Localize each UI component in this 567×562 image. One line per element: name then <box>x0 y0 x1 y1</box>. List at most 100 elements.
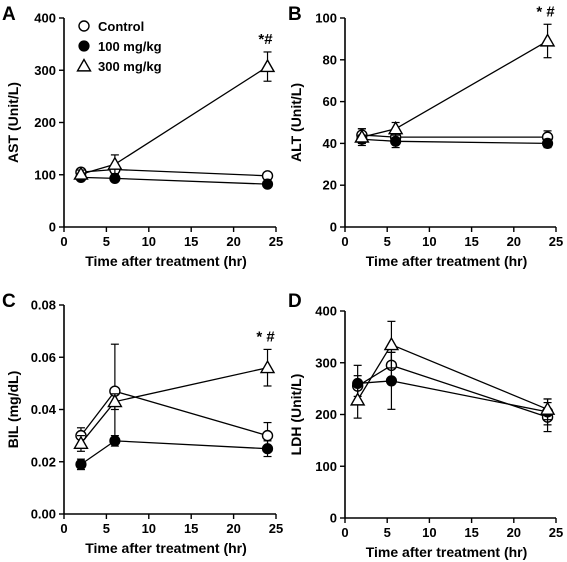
x-tick-label: 10 <box>422 525 436 540</box>
x-tick-label: 20 <box>507 525 521 540</box>
y-tick-label: 0 <box>49 220 56 235</box>
legend-label: 300 mg/kg <box>98 59 162 74</box>
x-axis-title: Time after treatment (hr) <box>85 540 247 556</box>
data-point <box>259 58 276 73</box>
y-tick-label: 40 <box>323 136 337 151</box>
x-tick-label: 20 <box>226 234 240 249</box>
legend-marker <box>78 40 90 52</box>
series-open-circle <box>351 351 554 433</box>
y-tick-label: 0.04 <box>31 402 57 417</box>
series-open-circle <box>75 343 274 450</box>
legend-marker <box>78 20 90 32</box>
x-tick-label: 0 <box>60 521 67 536</box>
y-tick-label: 0 <box>330 511 337 526</box>
y-tick-label: 300 <box>34 63 56 78</box>
y-axis-title: ALT (Unit/L) <box>288 83 304 162</box>
chart-panel-b: B 0 20 40 60 80 100 0 5 10 15 20 25 Time after treatm… <box>288 3 563 269</box>
x-tick-label: 15 <box>464 525 478 540</box>
x-tick-label: 0 <box>341 525 348 540</box>
x-tick-label: 25 <box>269 234 283 249</box>
data-point <box>385 375 398 387</box>
series-open-triangle <box>73 348 276 452</box>
data-point <box>539 33 556 47</box>
series-line <box>361 134 548 138</box>
data-point <box>261 178 274 190</box>
y-tick-label: 300 <box>315 355 337 370</box>
series-open-triangle <box>354 23 556 147</box>
chart-panel-d: D 0 100 200 300 400 0 5 10 15 20 25 Time after treat… <box>288 291 563 560</box>
data-point <box>107 393 123 408</box>
series-filled-circle <box>352 351 554 426</box>
x-tick-label: 15 <box>184 234 198 249</box>
x-tick-label: 0 <box>341 234 348 249</box>
x-axis-title: Time after treatment (hr) <box>366 544 528 560</box>
series-line <box>357 343 548 410</box>
x-tick-label: 5 <box>103 234 110 249</box>
y-tick-label: 0 <box>330 220 337 235</box>
panel-letter: A <box>2 4 16 25</box>
data-point <box>261 429 274 442</box>
y-tick-label: 400 <box>315 304 337 319</box>
series-line <box>80 390 268 437</box>
data-point <box>354 129 370 143</box>
data-point <box>75 458 87 470</box>
y-tick-label: 80 <box>323 52 337 67</box>
y-axis-title: LDH (Unit/L) <box>288 374 304 456</box>
series-line <box>361 138 548 145</box>
significance-annotation: *# <box>258 31 273 48</box>
series-line <box>80 66 268 175</box>
x-tick-label: 10 <box>142 234 156 249</box>
x-tick-label: 5 <box>384 234 391 249</box>
data-point <box>387 120 404 135</box>
x-tick-label: 5 <box>384 525 391 540</box>
y-tick-label: 400 <box>34 11 56 26</box>
y-tick-label: 100 <box>34 167 56 182</box>
y-tick-label: 200 <box>315 407 337 422</box>
legend-label: Control <box>98 19 144 34</box>
legend-marker <box>76 58 92 72</box>
legend-entry: 100 mg/kg <box>78 39 162 54</box>
x-tick-label: 10 <box>422 234 436 249</box>
series-filled-circle <box>75 435 274 471</box>
data-point <box>107 156 123 170</box>
y-tick-label: 0.00 <box>31 507 56 522</box>
x-tick-label: 25 <box>549 234 563 249</box>
x-tick-label: 25 <box>269 521 283 536</box>
x-axis-title: Time after treatment (hr) <box>366 253 528 269</box>
y-tick-label: 20 <box>323 178 337 193</box>
x-tick-label: 0 <box>60 234 67 249</box>
y-tick-label: 100 <box>315 11 337 26</box>
y-tick-label: 100 <box>315 459 337 474</box>
chart-panel-c: C 0.00 0.02 0.04 0.06 0.08 0 5 10 15 20 25 Time afte… <box>2 291 283 556</box>
significance-annotation: * # <box>536 3 555 20</box>
y-tick-label: 0.06 <box>31 350 56 365</box>
series-line <box>80 440 268 465</box>
data-point <box>73 435 89 450</box>
significance-annotation: * # <box>256 328 275 345</box>
chart-panel-a: A 0 100 200 300 400 0 5 10 15 20 25 Time after treat… <box>2 4 283 269</box>
data-point <box>541 137 554 149</box>
x-tick-label: 20 <box>507 234 521 249</box>
x-tick-label: 15 <box>464 234 478 249</box>
series-open-triangle <box>349 320 556 421</box>
series-line <box>80 176 268 185</box>
y-tick-label: 0.02 <box>31 454 56 469</box>
x-axis-title: Time after treatment (hr) <box>85 253 247 269</box>
panel-letter: B <box>288 4 302 25</box>
legend: Control 100 mg/kg 300 mg/kg <box>76 19 162 74</box>
y-tick-label: 200 <box>34 115 56 130</box>
data-point <box>259 359 276 374</box>
series-line <box>357 364 548 418</box>
series-line <box>80 168 268 177</box>
data-point <box>349 392 366 406</box>
series-line <box>361 40 548 138</box>
panel-letter: C <box>2 291 16 312</box>
data-point <box>539 401 556 415</box>
data-point <box>261 443 274 455</box>
y-axis-title: BIL (mg/dL) <box>5 371 21 449</box>
x-tick-label: 20 <box>226 521 240 536</box>
panel-letter: D <box>288 291 302 312</box>
data-point <box>109 435 121 447</box>
legend-label: 100 mg/kg <box>98 39 162 54</box>
